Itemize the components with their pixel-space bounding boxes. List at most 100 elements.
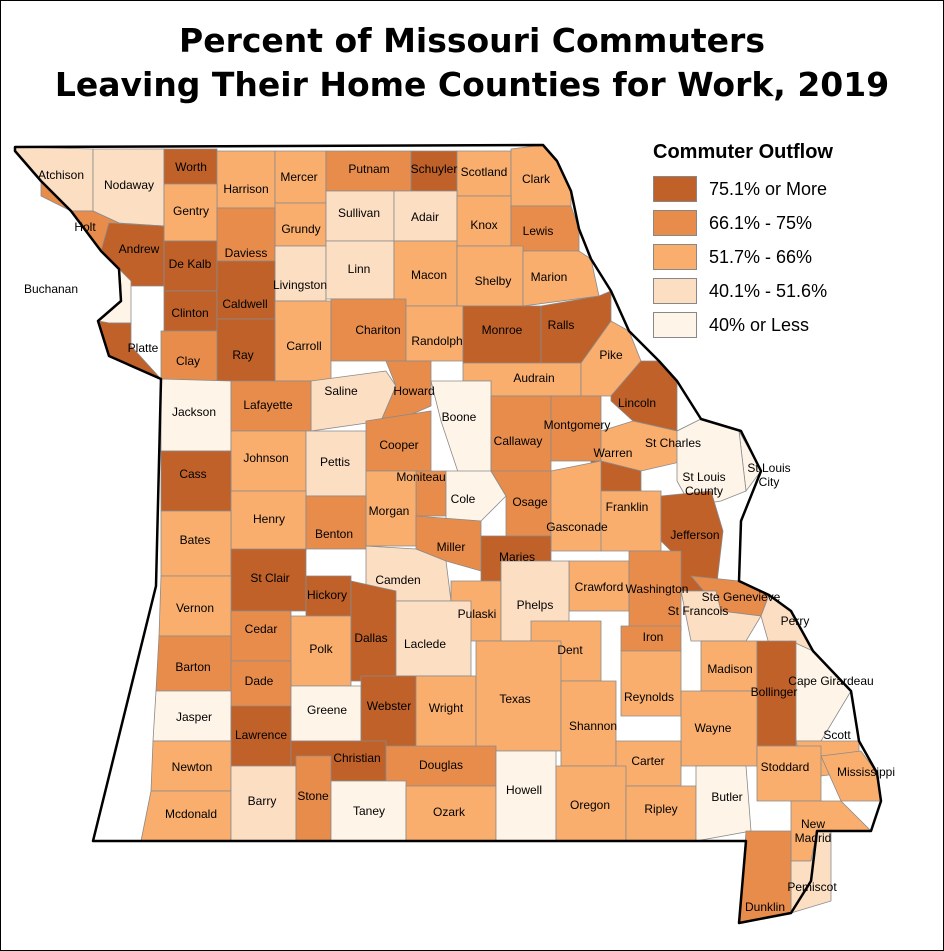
legend-label: 51.7% - 66% bbox=[709, 246, 813, 267]
county-label-jackson: Jackson bbox=[172, 405, 216, 419]
map-title: Percent of Missouri Commuters Leaving Th… bbox=[1, 19, 943, 107]
county-harrison bbox=[216, 150, 276, 209]
county-label-cape-girardeau: Cape Girardeau bbox=[788, 674, 873, 688]
county-label-madison: Madison bbox=[707, 662, 752, 676]
legend-item-40-51: 40.1% - 51.6% bbox=[653, 274, 833, 308]
county-label-st-clair: St Clair bbox=[250, 571, 289, 585]
county-label-chariton: Chariton bbox=[355, 323, 400, 337]
county-label-randolph: Randolph bbox=[411, 334, 462, 348]
county-label-gasconade: Gasconade bbox=[546, 520, 608, 534]
county-label-jefferson: Jefferson bbox=[670, 528, 719, 542]
county-label-pulaski: Pulaski bbox=[458, 607, 497, 621]
legend-title: Commuter Outflow bbox=[653, 141, 833, 163]
county-labels: Atchison Nodaway Worth Harrison Mercer Putnam… bbox=[24, 160, 895, 914]
county-label-atchison: Atchison bbox=[38, 168, 84, 182]
county-lewis bbox=[510, 205, 580, 252]
legend-swatch bbox=[653, 244, 697, 270]
county-label-crawford: Crawford bbox=[575, 580, 624, 594]
county-label-clark: Clark bbox=[522, 172, 551, 186]
county-label-clinton: Clinton bbox=[171, 306, 208, 320]
county-label-caldwell: Caldwell bbox=[222, 297, 267, 311]
county-label-morgan: Morgan bbox=[369, 504, 410, 518]
county-label-knox: Knox bbox=[470, 218, 497, 232]
map-title-line-1: Percent of Missouri Commuters bbox=[179, 21, 765, 60]
county-label-cass: Cass bbox=[179, 467, 206, 481]
county-label-carter: Carter bbox=[631, 754, 664, 768]
county-label-webster: Webster bbox=[367, 699, 411, 713]
county-cole bbox=[445, 470, 507, 527]
county-label-st-louis-city: St Louis City bbox=[747, 461, 790, 489]
county-label-douglas: Douglas bbox=[419, 758, 463, 772]
county-label-mercer: Mercer bbox=[280, 170, 317, 184]
county-label-scotland: Scotland bbox=[461, 165, 508, 179]
county-label-taney: Taney bbox=[353, 804, 385, 818]
county-label-stone: Stone bbox=[297, 789, 329, 803]
county-label-barton: Barton bbox=[175, 660, 210, 674]
county-label-putnam: Putnam bbox=[348, 162, 389, 176]
county-label-carroll: Carroll bbox=[286, 339, 321, 353]
county-label-howell: Howell bbox=[506, 783, 542, 797]
county-label-franklin: Franklin bbox=[606, 500, 649, 514]
county-label-christian: Christian bbox=[333, 751, 380, 765]
legend-swatch bbox=[653, 278, 697, 304]
county-cedar bbox=[230, 610, 292, 662]
county-label-lincoln: Lincoln bbox=[618, 396, 656, 410]
county-label-st-francois: St Francois bbox=[668, 604, 729, 618]
county-label-dallas: Dallas bbox=[354, 631, 387, 645]
legend-swatch bbox=[653, 176, 697, 202]
county-label-warren: Warren bbox=[594, 446, 633, 460]
county-label-ray: Ray bbox=[232, 348, 253, 362]
county-label-iron: Iron bbox=[643, 630, 664, 644]
county-cape-girardeau bbox=[790, 640, 852, 742]
legend-item-51-66: 51.7% - 66% bbox=[653, 240, 833, 274]
county-label-worth: Worth bbox=[175, 160, 207, 174]
county-label-butler: Butler bbox=[711, 790, 742, 804]
county-label-reynolds: Reynolds bbox=[624, 690, 674, 704]
county-label-sullivan: Sullivan bbox=[338, 206, 380, 220]
county-label-andrew: Andrew bbox=[119, 242, 160, 256]
county-label-lewis: Lewis bbox=[523, 224, 554, 238]
legend: Commuter Outflow 75.1% or More 66.1% - 7… bbox=[653, 141, 833, 342]
county-label-bates: Bates bbox=[180, 533, 211, 547]
county-label-grundy: Grundy bbox=[281, 222, 320, 236]
county-benton bbox=[305, 495, 367, 550]
county-label-miller: Miller bbox=[437, 540, 466, 554]
map-title-line-2: Leaving Their Home Counties for Work, 20… bbox=[54, 65, 890, 104]
county-label-holt: Holt bbox=[74, 220, 96, 234]
county-label-mississippi: Mississippi bbox=[837, 765, 895, 779]
county-label-mcdonald: Mcdonald bbox=[165, 807, 217, 821]
county-polygons bbox=[14, 144, 882, 924]
legend-item-40-or-less: 40% or Less bbox=[653, 308, 833, 342]
county-gasconade bbox=[550, 460, 602, 552]
county-label-cedar: Cedar bbox=[245, 622, 278, 636]
county-reynolds bbox=[620, 650, 682, 717]
county-label-washington: Washington bbox=[626, 582, 689, 596]
county-label-clay: Clay bbox=[176, 354, 200, 368]
county-label-laclede: Laclede bbox=[404, 637, 446, 651]
county-label-maries: Maries bbox=[499, 550, 535, 564]
county-lincoln bbox=[610, 360, 678, 432]
legend-label: 66.1% - 75% bbox=[709, 212, 813, 233]
county-label-ralls: Ralls bbox=[548, 318, 575, 332]
county-label-harrison: Harrison bbox=[223, 182, 268, 196]
county-label-dunklin: Dunklin bbox=[745, 900, 785, 914]
county-label-johnson: Johnson bbox=[243, 451, 288, 465]
county-label-texas: Texas bbox=[499, 692, 530, 706]
county-label-cooper: Cooper bbox=[379, 438, 418, 452]
county-label-saline: Saline bbox=[324, 384, 358, 398]
county-label-oregon: Oregon bbox=[570, 798, 610, 812]
county-label-buchanan: Buchanan bbox=[24, 282, 78, 296]
county-label-de-kalb: De Kalb bbox=[169, 257, 212, 271]
county-label-nodaway: Nodaway bbox=[104, 178, 154, 192]
county-label-lafayette: Lafayette bbox=[243, 398, 293, 412]
county-label-shannon: Shannon bbox=[569, 719, 617, 733]
county-label-pemiscot: Pemiscot bbox=[787, 880, 837, 894]
county-label-shelby: Shelby bbox=[475, 274, 512, 288]
county-label-wayne: Wayne bbox=[695, 721, 732, 735]
legend-item-75-plus: 75.1% or More bbox=[653, 172, 833, 206]
county-label-bollinger: Bollinger bbox=[751, 685, 798, 699]
county-label-new-madrid: New Madrid bbox=[795, 817, 832, 845]
county-label-polk: Polk bbox=[309, 642, 333, 656]
county-label-linn: Linn bbox=[348, 262, 371, 276]
